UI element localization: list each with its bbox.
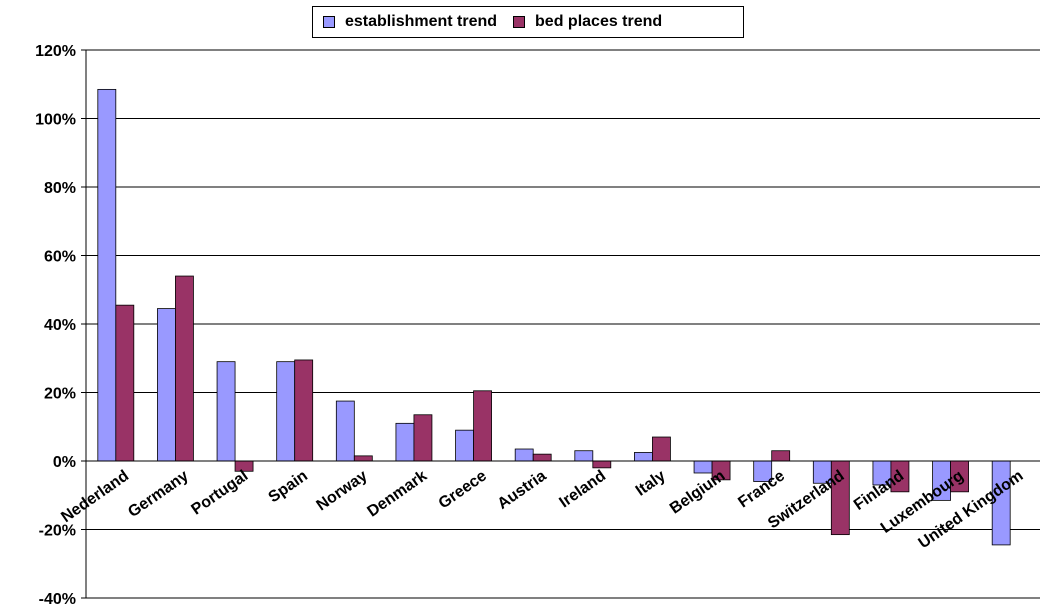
bar-establishment-greece <box>455 429 474 462</box>
bar-establishment-belgium <box>693 460 713 474</box>
legend: establishment trend bed places trend <box>312 6 744 38</box>
bar-establishment-germany <box>157 308 176 462</box>
x-category-label: Ireland <box>556 467 609 511</box>
bar-bed-places-greece <box>473 390 492 462</box>
x-category-label: Greece <box>436 467 490 512</box>
bar-bed-places-france <box>771 450 791 462</box>
bar-establishment-denmark <box>395 422 415 462</box>
bar-establishment-italy <box>634 452 653 462</box>
bar-bed-places-spain <box>294 359 314 462</box>
bar-bed-places-ireland <box>592 460 612 469</box>
legend-label-establishment: establishment trend <box>345 13 498 30</box>
x-category-label: Italy <box>633 467 669 499</box>
legend-item-bed-places: bed places trend <box>513 13 662 31</box>
y-tick-label: 100% <box>35 112 76 129</box>
x-category-label: Germany <box>125 467 192 521</box>
y-axis-ticks: -40% -20% 0% 20% 40% 60% 80% 100% 120% <box>35 43 86 606</box>
bar-bed-places-italy <box>652 436 671 462</box>
x-category-label: Austria <box>495 467 550 513</box>
legend-item-establishment: establishment trend <box>323 13 497 31</box>
y-tick-label: 0% <box>53 454 76 471</box>
bar-establishment-ireland <box>574 450 594 462</box>
bar-establishment-nederland <box>97 88 117 462</box>
x-category-label: Portugal <box>188 467 251 518</box>
x-category-label: Norway <box>314 467 371 514</box>
gridlines <box>86 49 1040 599</box>
bar-establishment-spain <box>276 361 296 462</box>
legend-swatch-bed-places <box>513 16 526 28</box>
x-category-label: Denmark <box>364 467 430 520</box>
bar-bed-places-germany <box>175 275 194 462</box>
y-tick-label: -20% <box>39 523 76 540</box>
bar-bed-places-denmark <box>413 414 433 462</box>
y-tick-label: 40% <box>44 317 76 334</box>
y-tick-label: 60% <box>44 249 76 266</box>
bar-bed-places-norway <box>353 455 373 462</box>
y-tick-label: -40% <box>39 591 76 606</box>
bar-bed-places-austria <box>532 453 552 462</box>
x-category-label: Belgium <box>667 467 728 517</box>
bar-bed-places-nederland <box>115 304 135 462</box>
legend-label-bed-places: bed places trend <box>535 13 663 30</box>
x-category-label: Spain <box>266 467 311 506</box>
legend-swatch-establishment <box>323 16 335 28</box>
bar-establishment-norway <box>335 400 355 462</box>
y-tick-label: 120% <box>35 43 76 60</box>
x-category-label: Nederland <box>58 467 132 526</box>
y-tick-label: 20% <box>44 386 76 403</box>
bar-establishment-austria <box>514 448 534 462</box>
bar-establishment-portugal <box>216 361 236 462</box>
y-tick-label: 80% <box>44 180 76 197</box>
